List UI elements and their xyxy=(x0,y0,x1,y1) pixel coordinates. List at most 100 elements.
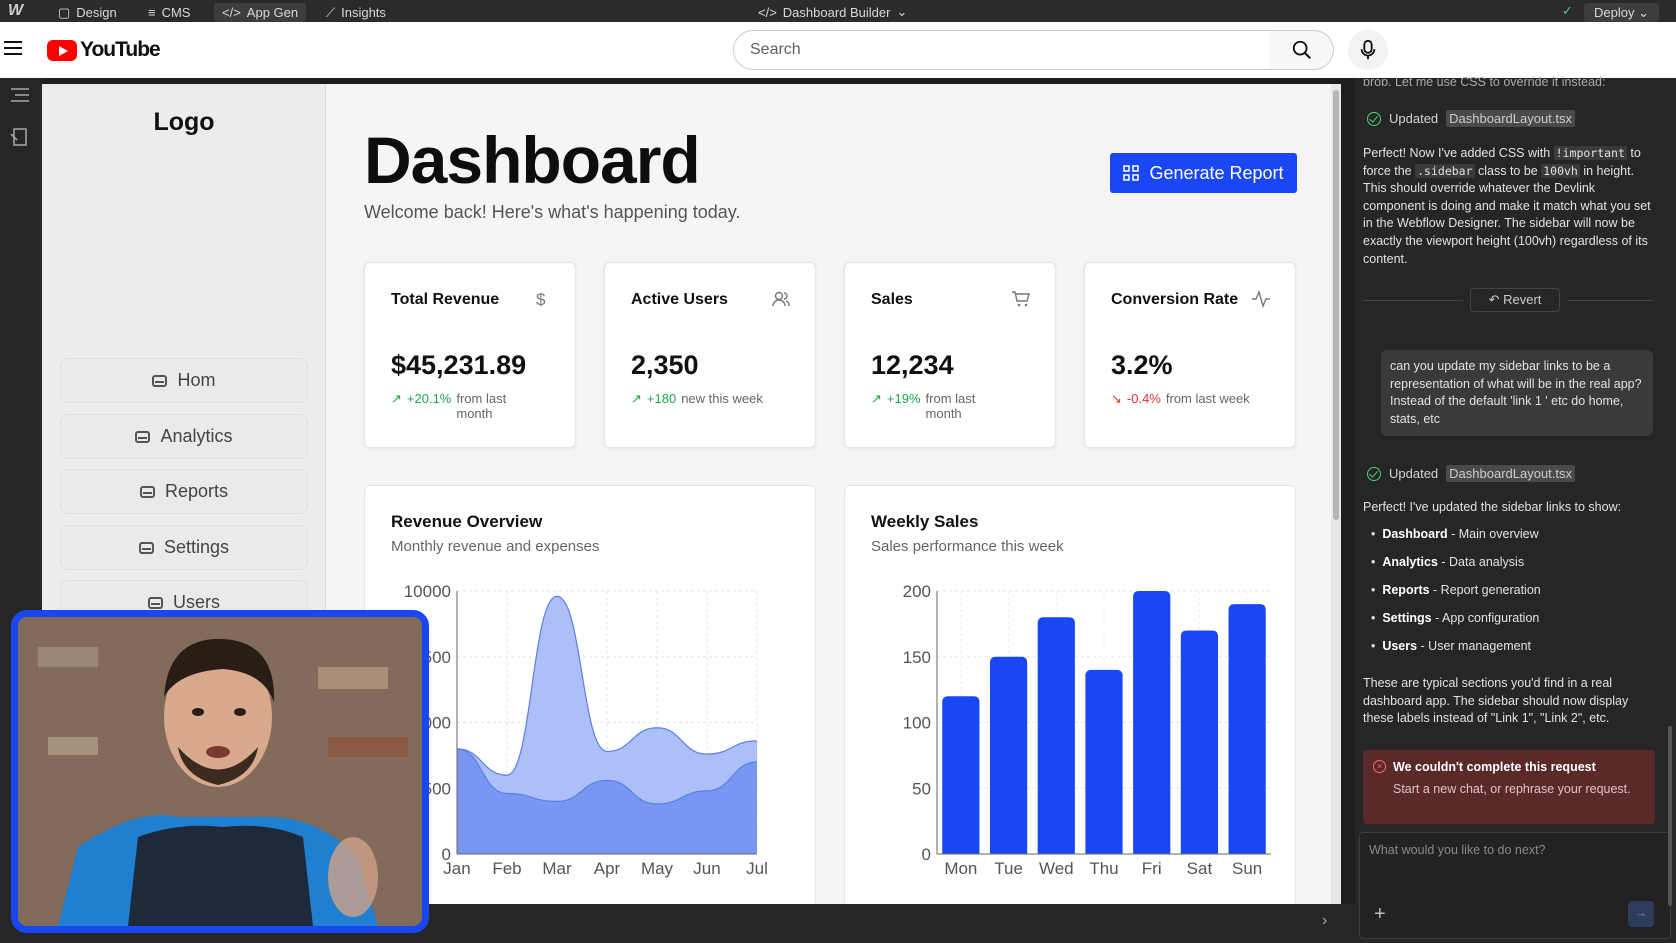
youtube-logo[interactable]: YouTube xyxy=(47,38,161,62)
assistant-message-outro: These are typical sections you'd find in… xyxy=(1363,676,1629,726)
file-chip[interactable]: DashboardLayout.tsx xyxy=(1446,110,1576,127)
arrow-right-icon: → xyxy=(1634,906,1648,920)
check-icon: ✓ xyxy=(1562,3,1573,18)
x-tick-label: May xyxy=(641,859,674,878)
x-tick-label: Wed xyxy=(1039,859,1074,878)
x-tick-label: Fri xyxy=(1142,859,1162,878)
page-subtitle: Welcome back! Here's what's happening to… xyxy=(364,202,741,222)
tab-insights[interactable]: ⟋ Insights xyxy=(326,4,386,21)
webflow-logo-icon[interactable]: W xyxy=(8,2,24,19)
revenue-chart-card: Revenue Overview Monthly revenue and exp… xyxy=(364,485,816,904)
check-circle-icon xyxy=(1367,111,1381,126)
line-series-1 xyxy=(456,595,758,776)
search-input[interactable]: Search xyxy=(733,30,1271,70)
navigator-icon[interactable] xyxy=(9,84,31,106)
menu-icon[interactable] xyxy=(4,41,22,55)
list-item: • Analytics - Data analysis xyxy=(1371,555,1525,569)
code-icon: </> xyxy=(758,4,777,20)
y-tick-label: 100 xyxy=(903,714,931,733)
bar-sun xyxy=(1228,604,1266,854)
svg-text:$: $ xyxy=(536,290,546,309)
inbox-icon xyxy=(139,485,155,498)
cart-icon xyxy=(1012,291,1030,307)
presenter-video xyxy=(18,617,422,926)
arrow-up-icon: ↗ xyxy=(871,391,882,406)
inbox-icon xyxy=(147,596,163,609)
bar-wed xyxy=(1037,617,1075,854)
page-title: Dashboard xyxy=(364,123,701,197)
weekly-sales-chart: 0 50 100 150 200 Mon Tue Wed Thu Fri Sat Sun xyxy=(903,582,1271,878)
chat-scrollbar[interactable] xyxy=(1668,726,1672,906)
x-tick-label: Sat xyxy=(1187,859,1213,878)
arrow-up-icon: ↗ xyxy=(391,391,402,406)
file-chip[interactable]: DashboardLayout.tsx xyxy=(1446,465,1576,482)
grid-icon xyxy=(1123,165,1140,181)
list-item: • Users - User management xyxy=(1371,639,1532,653)
sidebar-item-home[interactable]: Hom xyxy=(60,358,308,403)
sidebar-logo: Logo xyxy=(153,108,215,136)
update-notice: Updated DashboardLayout.tsx xyxy=(1367,110,1576,127)
add-icon[interactable]: + xyxy=(1374,903,1386,925)
webcam-overlay xyxy=(11,610,429,933)
x-tick-label: Tue xyxy=(994,859,1023,878)
stat-card-sales: Sales 12,234 ↗ +19% from last month xyxy=(844,262,1056,448)
y-tick-label: 0 xyxy=(442,845,451,864)
undo-icon: ↶ xyxy=(1488,292,1500,307)
stat-card-revenue: Total Revenue $ $45,231.89 ↗ +20.1% from l… xyxy=(364,262,576,448)
chart-line-icon: ⟋ xyxy=(326,4,336,20)
revert-button[interactable]: ↶ Revert xyxy=(1470,288,1560,312)
divider xyxy=(1363,300,1463,301)
check-circle-icon xyxy=(1367,466,1381,481)
stat-card-users: Active Users 2,350 ↗ +180 new this week xyxy=(604,262,816,448)
stat-card-conversion: Conversion Rate 3.2% ↘ -0.4% from last wee… xyxy=(1084,262,1296,448)
generate-report-button[interactable]: Generate Report xyxy=(1110,153,1297,193)
deploy-button[interactable]: Deploy ⌄ xyxy=(1584,3,1659,22)
send-button[interactable]: → xyxy=(1628,901,1654,927)
inbox-icon xyxy=(138,541,154,554)
chevron-down-icon: ⌄ xyxy=(896,4,908,19)
inbox-icon xyxy=(152,374,168,387)
activity-icon xyxy=(1252,289,1270,309)
bar-thu xyxy=(1085,669,1123,854)
weekly-sales-chart-card: Weekly Sales Sales performance this week… xyxy=(844,485,1296,904)
voice-search-button[interactable] xyxy=(1348,30,1388,70)
sidebar-item-reports[interactable]: Reports xyxy=(60,469,308,514)
chevron-right-icon[interactable]: › xyxy=(1322,912,1328,929)
tab-design[interactable]: ▢ Design xyxy=(58,4,117,21)
x-tick-label: Mar xyxy=(542,859,572,878)
dashboard-main: Dashboard Welcome back! Here's what's ha… xyxy=(326,84,1337,904)
database-icon: ≡ xyxy=(148,5,156,20)
y-tick-label: 10000 xyxy=(404,582,451,601)
x-tick-label: Sun xyxy=(1232,859,1262,878)
assistant-message: Perfect! Now I've added CSS with !import… xyxy=(1363,146,1651,266)
tab-cms[interactable]: ≡ CMS xyxy=(148,5,191,20)
line-series-2 xyxy=(456,748,758,805)
error-banner: × We couldn't complete this request Star… xyxy=(1363,750,1655,824)
list-item: • Reports - Report generation xyxy=(1371,583,1541,597)
pages-icon[interactable] xyxy=(9,126,31,148)
webflow-toolbar: W ▢ Design ≡ CMS </> App Gen ⟋ Insights </> … xyxy=(0,0,1676,22)
chat-input[interactable]: What would you like to do next? + → xyxy=(1359,832,1671,939)
area-series-2 xyxy=(457,748,757,854)
x-tick-label: Apr xyxy=(594,859,621,878)
design-icon: ▢ xyxy=(58,4,71,20)
x-tick-label: Jan xyxy=(443,859,470,878)
chat-message-cut: prop. Let me use CSS to override it inst… xyxy=(1363,75,1606,86)
user-message: can you update my sidebar links to be a … xyxy=(1381,350,1653,436)
preview-scrollbar-thumb[interactable] xyxy=(1333,90,1339,520)
project-selector[interactable]: </> Dashboard Builder ⌄ xyxy=(758,4,908,20)
search-button[interactable] xyxy=(1270,30,1334,70)
x-tick-label: Feb xyxy=(492,859,521,878)
y-tick-label: 200 xyxy=(903,582,931,601)
x-tick-label: Jun xyxy=(693,859,720,878)
x-tick-label: Mon xyxy=(944,859,977,878)
tab-app-gen[interactable]: </> App Gen xyxy=(214,3,307,22)
bar-sat xyxy=(1180,630,1219,854)
bar-fri xyxy=(1133,591,1171,854)
sidebar-item-analytics[interactable]: Analytics xyxy=(60,414,308,459)
y-tick-label: 50 xyxy=(912,779,931,798)
ai-chat-panel: prop. Let me use CSS to override it inst… xyxy=(1355,75,1676,943)
users-icon xyxy=(772,291,790,307)
sidebar-item-settings[interactable]: Settings xyxy=(60,525,308,570)
